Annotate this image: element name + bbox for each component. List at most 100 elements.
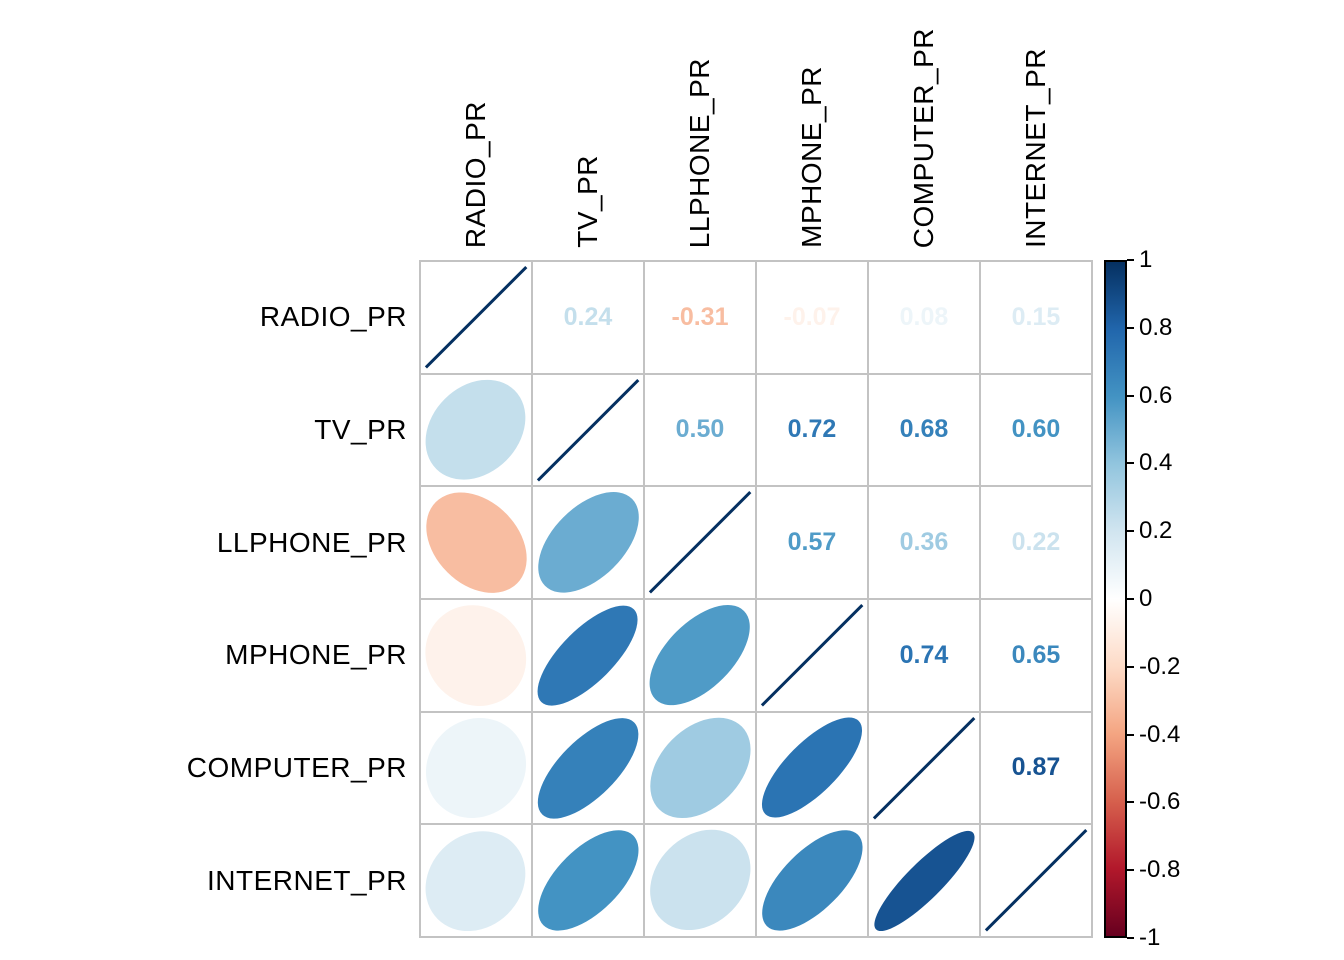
row-label-RADIO_PR: RADIO_PR: [259, 301, 407, 333]
cell-COMPUTER_PR-MPHONE_PR: [757, 712, 867, 824]
diagonal-line: [985, 829, 1087, 932]
cell-RADIO_PR-RADIO_PR: [421, 262, 531, 373]
cell-MPHONE_PR-INTERNET_PR: 0.65: [981, 599, 1091, 711]
diagonal-line: [873, 717, 975, 819]
row-label-INTERNET_PR: INTERNET_PR: [207, 864, 407, 896]
cell-MPHONE_PR-TV_PR: [533, 599, 643, 711]
colorbar-tick-label--0.8: -0.8: [1139, 856, 1181, 884]
correlation-value-COMPUTER_PR-INTERNET_PR: 0.87: [1011, 753, 1061, 782]
correlation-value-TV_PR-MPHONE_PR: 0.72: [787, 415, 837, 444]
cell-MPHONE_PR-COMPUTER_PR: 0.74: [869, 599, 979, 711]
colorbar-tick-label--1: -1: [1139, 924, 1161, 951]
correlation-value-LLPHONE_PR-MPHONE_PR: 0.57: [787, 528, 837, 557]
col-label-text: INTERNET_PR: [1020, 48, 1051, 248]
colorbar-tick-label-1: 1: [1139, 246, 1153, 273]
col-label-LLPHONE_PR: LLPHONE_PR: [678, 2, 722, 248]
correlation-value-RADIO_PR-COMPUTER_PR: 0.08: [899, 302, 949, 331]
diagonal-line: [761, 604, 863, 707]
colorbar-tick: [1127, 801, 1134, 804]
correlation-ellipse-COMPUTER_PR-RADIO_PR: [421, 712, 531, 824]
cell-INTERNET_PR-LLPHONE_PR: [645, 825, 755, 936]
cell-RADIO_PR-INTERNET_PR: 0.15: [981, 262, 1091, 373]
cell-RADIO_PR-LLPHONE_PR: -0.31: [645, 262, 755, 373]
cell-LLPHONE_PR-MPHONE_PR: 0.57: [757, 487, 867, 598]
colorbar-tick-label-0.4: 0.4: [1139, 449, 1173, 477]
colorbar-tick-label--0.6: -0.6: [1139, 788, 1181, 816]
correlation-ellipse-MPHONE_PR-TV_PR: [533, 599, 643, 711]
correlation-ellipse-COMPUTER_PR-LLPHONE_PR: [645, 712, 755, 824]
row-label-LLPHONE_PR: LLPHONE_PR: [216, 526, 407, 558]
cell-LLPHONE_PR-INTERNET_PR: 0.22: [981, 487, 1091, 598]
col-label-RADIO_PR: RADIO_PR: [454, 2, 498, 248]
correlation-value-LLPHONE_PR-COMPUTER_PR: 0.36: [899, 528, 949, 557]
row-label-TV_PR: TV_PR: [314, 414, 407, 445]
colorbar-tick: [1127, 733, 1134, 736]
cell-TV_PR-COMPUTER_PR: 0.68: [869, 374, 979, 486]
correlation-ellipse-INTERNET_PR-LLPHONE_PR: [645, 825, 755, 936]
correlation-matrix: 0.24 -0.31 -0.07 0.08 0.15 0.50 0.72 0.68 0.60 0.…: [419, 260, 1093, 938]
cell-COMPUTER_PR-TV_PR: [533, 712, 643, 824]
cell-COMPUTER_PR-COMPUTER_PR: [869, 712, 979, 824]
cell-INTERNET_PR-RADIO_PR: [421, 825, 531, 936]
cell-COMPUTER_PR-RADIO_PR: [421, 712, 531, 824]
diagonal-line: [425, 266, 527, 369]
cell-INTERNET_PR-MPHONE_PR: [757, 825, 867, 936]
correlation-ellipse-LLPHONE_PR-TV_PR: [533, 487, 643, 598]
correlation-ellipse-MPHONE_PR-LLPHONE_PR: [645, 599, 755, 711]
cell-TV_PR-INTERNET_PR: 0.60: [981, 374, 1091, 486]
diagonal-line: [649, 491, 751, 594]
correlation-value-RADIO_PR-TV_PR: 0.24: [563, 302, 613, 331]
colorbar-tick-label--0.2: -0.2: [1139, 652, 1181, 680]
cell-TV_PR-TV_PR: [533, 374, 643, 486]
colorbar-tick: [1127, 462, 1134, 465]
correlation-ellipse-COMPUTER_PR-MPHONE_PR: [757, 712, 867, 824]
col-label-text: MPHONE_PR: [796, 66, 827, 248]
correlation-value-RADIO_PR-INTERNET_PR: 0.15: [1011, 302, 1061, 331]
correlation-value-RADIO_PR-MPHONE_PR: -0.07: [783, 302, 841, 331]
cell-INTERNET_PR-COMPUTER_PR: [869, 825, 979, 936]
row-label-COMPUTER_PR: COMPUTER_PR: [186, 752, 407, 783]
colorbar-tick: [1127, 937, 1134, 939]
cell-RADIO_PR-MPHONE_PR: -0.07: [757, 262, 867, 373]
col-label-MPHONE_PR: MPHONE_PR: [790, 2, 834, 248]
row-label-MPHONE_PR: MPHONE_PR: [225, 639, 407, 671]
col-label-TV_PR: TV_PR: [566, 2, 610, 248]
colorbar-tick-label-0.8: 0.8: [1139, 313, 1173, 341]
cell-MPHONE_PR-RADIO_PR: [421, 599, 531, 711]
correlation-value-TV_PR-LLPHONE_PR: 0.50: [675, 415, 725, 444]
cell-TV_PR-RADIO_PR: [421, 374, 531, 486]
correlation-ellipse-LLPHONE_PR-RADIO_PR: [421, 487, 531, 598]
colorbar-tick: [1127, 259, 1134, 261]
correlation-value-RADIO_PR-LLPHONE_PR: -0.31: [671, 302, 729, 331]
cell-MPHONE_PR-MPHONE_PR: [757, 599, 867, 711]
col-label-text: LLPHONE_PR: [684, 57, 715, 248]
col-label-text: COMPUTER_PR: [908, 27, 939, 248]
colorbar-tick-label-0.2: 0.2: [1139, 517, 1173, 545]
cell-MPHONE_PR-LLPHONE_PR: [645, 599, 755, 711]
cell-INTERNET_PR-TV_PR: [533, 825, 643, 936]
correlation-value-LLPHONE_PR-INTERNET_PR: 0.22: [1011, 528, 1061, 557]
correlation-ellipse-COMPUTER_PR-TV_PR: [533, 712, 643, 824]
correlation-value-MPHONE_PR-COMPUTER_PR: 0.74: [899, 640, 949, 669]
colorbar-tick: [1127, 530, 1134, 533]
colorbar-tick: [1127, 394, 1134, 397]
col-label-INTERNET_PR: INTERNET_PR: [1014, 2, 1058, 248]
correlation-value-TV_PR-INTERNET_PR: 0.60: [1011, 415, 1061, 444]
col-label-text: RADIO_PR: [460, 100, 491, 248]
colorbar-tick-label-0: 0: [1139, 585, 1153, 612]
correlation-ellipse-INTERNET_PR-MPHONE_PR: [757, 825, 867, 936]
correlation-ellipse-TV_PR-RADIO_PR: [421, 374, 531, 486]
correlation-ellipse-INTERNET_PR-RADIO_PR: [421, 825, 531, 936]
cell-COMPUTER_PR-INTERNET_PR: 0.87: [981, 712, 1091, 824]
cell-RADIO_PR-TV_PR: 0.24: [533, 262, 643, 373]
colorbar-tick-label-0.6: 0.6: [1139, 381, 1173, 409]
col-label-text: TV_PR: [572, 155, 603, 248]
cell-TV_PR-MPHONE_PR: 0.72: [757, 374, 867, 486]
colorbar-gradient: [1104, 260, 1127, 938]
cell-LLPHONE_PR-LLPHONE_PR: [645, 487, 755, 598]
colorbar-tick: [1127, 598, 1134, 600]
colorbar-tick: [1127, 326, 1134, 329]
cell-TV_PR-LLPHONE_PR: 0.50: [645, 374, 755, 486]
correlation-ellipse-INTERNET_PR-TV_PR: [533, 825, 643, 936]
